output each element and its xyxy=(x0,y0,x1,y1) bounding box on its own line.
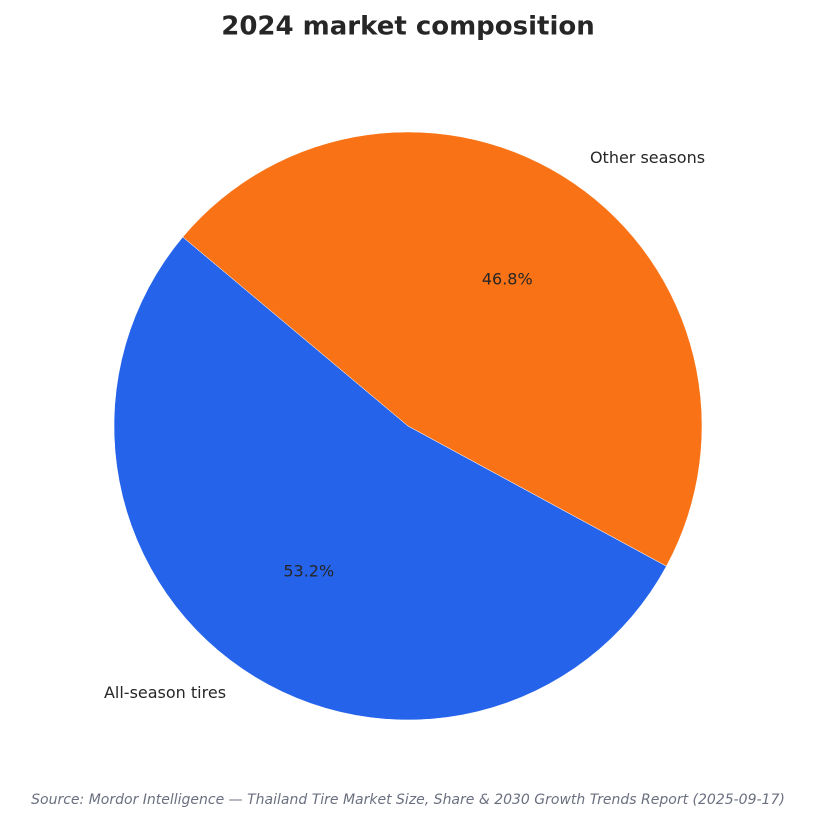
source-note: Source: Mordor Intelligence — Thailand T… xyxy=(31,792,785,808)
slice-label: Other seasons xyxy=(590,148,705,167)
pie-slice xyxy=(182,131,703,567)
value-label: 46.8% xyxy=(482,270,533,289)
chart-title: 2024 market composition xyxy=(221,12,595,42)
pie-slice xyxy=(113,236,667,721)
slice-label: All-season tires xyxy=(104,683,226,702)
value-label: 53.2% xyxy=(283,561,334,580)
